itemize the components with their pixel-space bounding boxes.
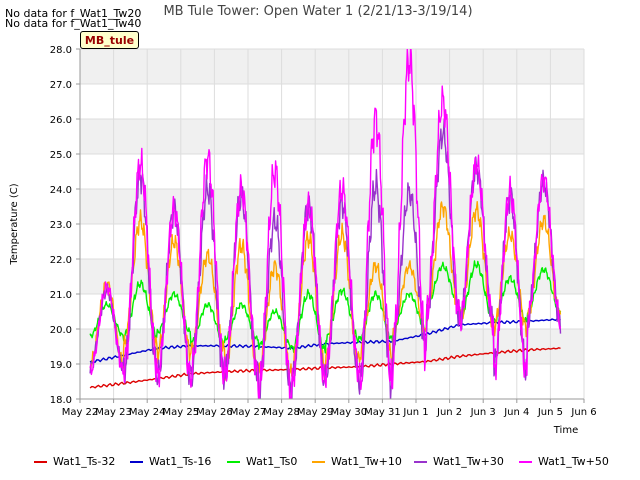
x-tick-label: Jun 1 bbox=[402, 407, 428, 418]
series-line-wat1-tw-50 bbox=[89, 49, 562, 399]
y-tick-label: 24.0 bbox=[50, 185, 72, 196]
site-badge: MB_tule bbox=[80, 31, 139, 49]
legend-label-ts-16: Wat1_Ts-16 bbox=[149, 455, 212, 468]
x-tick-label: May 25 bbox=[163, 407, 200, 418]
y-tick-label: 22.0 bbox=[50, 255, 72, 266]
grid-band bbox=[80, 189, 584, 224]
x-tick-label: Jun 2 bbox=[436, 407, 462, 418]
legend-label-ts-32: Wat1_Ts-32 bbox=[53, 455, 116, 468]
chart-legend: Wat1_Ts-32 Wat1_Ts-16 Wat1_Ts0 Wat1_Tw+1… bbox=[0, 455, 640, 469]
no-data-notice-1: No data for f_Wat1_Tw20 bbox=[5, 7, 142, 20]
series-group bbox=[89, 49, 562, 399]
x-axis-label: Time bbox=[553, 425, 578, 436]
legend-swatch-tw-10 bbox=[312, 461, 325, 463]
legend-label-tw-10: Wat1_Tw+10 bbox=[331, 455, 402, 468]
x-tick-label: Jun 5 bbox=[537, 407, 563, 418]
x-tick-label: May 22 bbox=[62, 407, 99, 418]
series-line-wat1-ts0 bbox=[89, 260, 562, 354]
legend-swatch-ts-16 bbox=[130, 461, 143, 463]
x-tick-label: May 29 bbox=[297, 407, 334, 418]
legend-swatch-ts-32 bbox=[34, 461, 47, 463]
y-tick-label: 23.0 bbox=[50, 220, 72, 231]
y-tick-label: 26.0 bbox=[50, 115, 72, 126]
y-tick-label: 27.0 bbox=[50, 80, 72, 91]
x-tick-label: May 28 bbox=[263, 407, 300, 418]
legend-label-tw-50: Wat1_Tw+50 bbox=[538, 455, 609, 468]
y-tick-label: 21.0 bbox=[50, 290, 72, 301]
x-tick-label: Jun 3 bbox=[470, 407, 496, 418]
grid-band bbox=[80, 259, 584, 294]
y-axis-label: Temperature (C) bbox=[9, 183, 20, 265]
legend-swatch-tw-30 bbox=[414, 461, 427, 463]
y-tick-label: 18.0 bbox=[50, 395, 72, 406]
grid-band bbox=[80, 49, 584, 84]
x-tick-label: May 27 bbox=[230, 407, 267, 418]
no-data-notice-2: No data for f_Wat1_Tw40 bbox=[5, 17, 142, 30]
legend-label-ts0: Wat1_Ts0 bbox=[246, 455, 298, 468]
legend-swatch-tw-50 bbox=[519, 461, 532, 463]
chart-title: MB Tule Tower: Open Water 1 (2/21/13-3/1… bbox=[163, 4, 472, 19]
x-tick-label: May 31 bbox=[364, 407, 401, 418]
x-tick-label: Jun 4 bbox=[503, 407, 529, 418]
y-tick-label: 28.0 bbox=[50, 45, 72, 56]
x-tick-label: May 30 bbox=[331, 407, 368, 418]
y-tick-label: 19.0 bbox=[50, 360, 72, 371]
x-tick-label: Jun 6 bbox=[570, 407, 596, 418]
legend-swatch-ts0 bbox=[227, 461, 240, 463]
grid-band bbox=[80, 119, 584, 154]
legend-label-tw-30: Wat1_Tw+30 bbox=[433, 455, 504, 468]
x-tick-label: May 26 bbox=[196, 407, 233, 418]
x-tick-label: May 23 bbox=[95, 407, 132, 418]
x-tick-label: May 24 bbox=[129, 407, 166, 418]
y-tick-label: 25.0 bbox=[50, 150, 72, 161]
y-tick-label: 20.0 bbox=[50, 325, 72, 336]
